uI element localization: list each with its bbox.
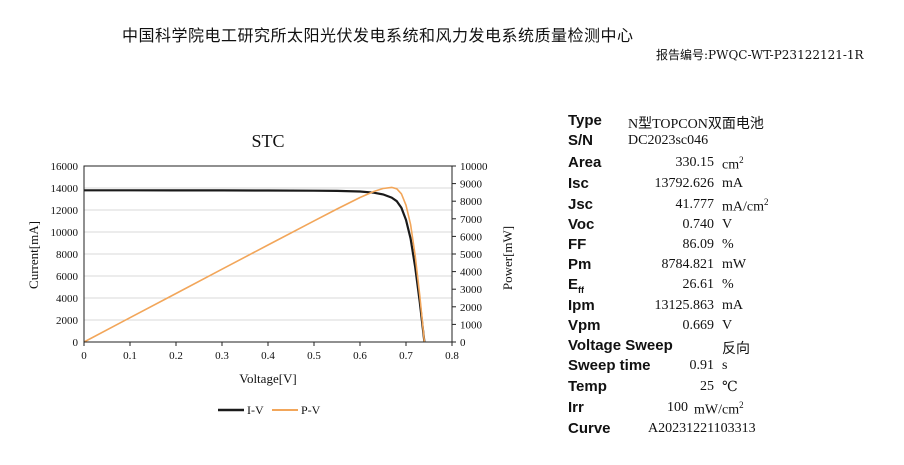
y2-tick-label-3000: 3000 — [460, 284, 483, 296]
chart-series — [83, 186, 426, 343]
chart-tick-labels: 0200040006000800010000120001400016000010… — [51, 161, 489, 362]
chart-legend: I-V P-V — [218, 403, 321, 417]
y-tick-label-10000: 10000 — [51, 227, 79, 239]
param-curve-label: Curve — [568, 420, 611, 437]
x-tick-label-0.6: 0.6 — [353, 350, 367, 362]
param-type-value: N型TOPCON双面电池 — [628, 117, 764, 132]
y-tick-label-4000: 4000 — [56, 293, 79, 305]
y-tick-label-14000: 14000 — [51, 183, 79, 195]
chart-axes — [83, 165, 456, 346]
param-ff-label: FF — [568, 236, 587, 253]
y2-tick-label-2000: 2000 — [460, 302, 483, 314]
y-tick-label-16000: 16000 — [51, 161, 79, 173]
y2-axis-label: Power[mW] — [500, 226, 515, 290]
param-pm-value: 8784.821 — [661, 257, 715, 272]
param-sn-label: S/N — [568, 132, 594, 149]
param-sweep-direction-label: Voltage Sweep — [568, 337, 673, 354]
param-sweep-time-label: Sweep time — [568, 357, 651, 374]
param-voc-label: Voc — [568, 216, 595, 233]
param-sweep-direction-value: 反向 — [722, 342, 750, 357]
y2-tick-label-4000: 4000 — [460, 267, 483, 279]
param-pm-label: Pm — [568, 256, 592, 273]
param-irr-value: 100 — [667, 400, 688, 415]
param-isc-unit: mA — [722, 176, 743, 191]
y2-tick-label-8000: 8000 — [460, 196, 483, 208]
param-sweep-time-unit: s — [722, 358, 728, 373]
param-irr-label: Irr — [568, 399, 584, 416]
report-number-label: 报告编号: — [656, 48, 709, 62]
param-ipm-label: Ipm — [568, 297, 595, 314]
y2-tick-label-5000: 5000 — [460, 249, 483, 261]
y2-tick-label-0: 0 — [460, 337, 466, 349]
x-tick-label-0: 0 — [81, 350, 87, 362]
param-area-value: 330.15 — [675, 155, 715, 170]
legend-iv-label: I-V — [247, 403, 264, 417]
param-temp-label: Temp — [568, 378, 607, 395]
y2-tick-label-10000: 10000 — [460, 161, 488, 173]
chart-gridlines — [84, 165, 452, 321]
param-irr-unit: mW/cm2 — [694, 400, 744, 418]
param-area-unit: cm2 — [722, 155, 744, 173]
param-vpm-unit: V — [722, 318, 733, 333]
param-temp-value: 25 — [700, 379, 714, 394]
report-header-title: 中国科学院电工研究所太阳光伏发电系统和风力发电系统质量检测中心 — [122, 26, 634, 45]
param-ipm-unit: mA — [722, 298, 743, 313]
param-sweep-time-value: 0.91 — [689, 358, 715, 373]
plot-frame — [83, 165, 453, 343]
y-axis-label: Current[mA] — [26, 221, 41, 289]
param-jsc-label: Jsc — [568, 196, 594, 213]
param-type-label: Type — [568, 112, 602, 129]
y-tick-label-8000: 8000 — [56, 249, 79, 261]
y-tick-label-6000: 6000 — [56, 271, 79, 283]
y2-tick-label-9000: 9000 — [460, 179, 483, 191]
iv-pv-chart: STC 020004000600080001000012000140001600… — [26, 131, 515, 417]
report-number-value: PWQC-WT-P23122121-1R — [708, 48, 864, 62]
param-eff-label: Eff — [568, 276, 585, 295]
param-voc-value: 0.740 — [682, 217, 715, 232]
series-line-p-v — [83, 186, 426, 343]
param-isc-label: Isc — [568, 175, 589, 192]
param-ipm-value: 13125.863 — [654, 298, 715, 313]
x-tick-label-0.8: 0.8 — [445, 350, 459, 362]
y2-tick-label-6000: 6000 — [460, 231, 483, 243]
report-number: 报告编号:PWQC-WT-P23122121-1R — [656, 46, 864, 63]
x-tick-label-0.2: 0.2 — [169, 350, 183, 362]
y-tick-label-12000: 12000 — [51, 205, 79, 217]
param-eff-value: 26.61 — [682, 277, 715, 292]
param-temp-unit: ℃ — [722, 380, 738, 395]
param-isc-value: 13792.626 — [654, 176, 715, 191]
param-jsc-value: 41.777 — [675, 197, 715, 212]
legend-pv-label: P-V — [301, 403, 321, 417]
param-pm-unit: mW — [722, 257, 747, 272]
y-tick-label-2000: 2000 — [56, 315, 79, 327]
param-sn-value: DC2023sc046 — [628, 133, 709, 148]
x-tick-label-0.5: 0.5 — [307, 350, 321, 362]
chart-title: STC — [251, 131, 284, 151]
param-vpm-value: 0.669 — [682, 318, 715, 333]
series-line-i-v — [84, 189, 426, 343]
param-area-label: Area — [568, 154, 602, 171]
param-vpm-label: Vpm — [568, 317, 601, 334]
param-ff-unit: % — [722, 237, 734, 252]
y2-tick-label-7000: 7000 — [460, 214, 483, 226]
x-tick-label-0.7: 0.7 — [399, 350, 413, 362]
y-tick-label-0: 0 — [73, 337, 79, 349]
param-eff-unit: % — [722, 277, 734, 292]
param-ff-value: 86.09 — [682, 237, 715, 252]
param-voc-unit: V — [722, 217, 733, 232]
y2-tick-label-1000: 1000 — [460, 319, 483, 331]
x-tick-label-0.1: 0.1 — [123, 350, 137, 362]
x-axis-label: Voltage[V] — [239, 371, 297, 386]
param-jsc-unit: mA/cm2 — [722, 197, 769, 215]
param-curve-value: A20231221103313 — [648, 421, 756, 436]
x-tick-label-0.3: 0.3 — [215, 350, 229, 362]
x-tick-label-0.4: 0.4 — [261, 350, 275, 362]
